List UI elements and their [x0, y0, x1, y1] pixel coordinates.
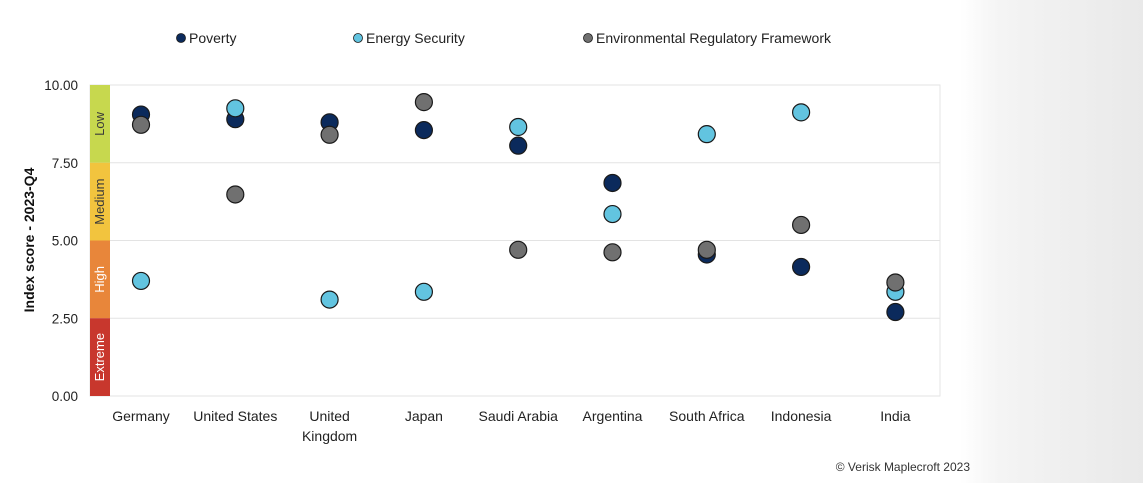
- risk-band-label: Low: [92, 111, 107, 135]
- risk-band-extreme: [90, 318, 110, 396]
- risk-band-label: High: [92, 266, 107, 293]
- x-category-label: United Kingdom: [302, 408, 357, 444]
- point-poverty: [603, 173, 622, 193]
- point-poverty: [791, 257, 811, 277]
- x-category-label: India: [880, 408, 911, 424]
- y-tick-label: 2.50: [52, 311, 78, 326]
- x-category-label: Saudi Arabia: [478, 408, 558, 424]
- point-energy-security: [320, 290, 339, 309]
- risk-band-medium: [90, 162, 110, 241]
- y-axis-ticks: 0.00 2.50 5.00 7.50 10.00: [44, 78, 78, 404]
- x-category-label: South Africa: [669, 408, 745, 424]
- x-axis-categories: Germany United States United Kingdom Japan Sa…: [112, 408, 911, 444]
- y-tick-label: 10.00: [44, 78, 78, 93]
- point-environmental-regulatory-framework: [603, 243, 622, 262]
- y-axis-title: Index score - 2023-Q4: [21, 167, 37, 312]
- source-credit: © Verisk Maplecroft 2023: [836, 460, 971, 474]
- risk-band-high: [90, 240, 110, 319]
- point-environmental-regulatory-framework: [320, 125, 339, 144]
- x-category-label: United States: [193, 408, 277, 424]
- legend-marker: [176, 33, 186, 43]
- legend-label: Poverty: [189, 30, 236, 46]
- x-category-label: Argentina: [583, 408, 643, 424]
- point-energy-security: [791, 103, 811, 122]
- point-energy-security: [509, 117, 528, 137]
- y-tick-label: 5.00: [52, 234, 78, 249]
- point-environmental-regulatory-framework: [697, 240, 716, 259]
- point-environmental-regulatory-framework: [226, 185, 245, 204]
- y-tick-label: 7.50: [52, 156, 78, 171]
- point-poverty: [509, 136, 528, 155]
- point-environmental-regulatory-framework: [131, 115, 151, 134]
- x-category-label: Indonesia: [771, 408, 832, 424]
- x-category-label: Germany: [112, 408, 170, 424]
- legend-label: Environmental Regulatory Framework: [596, 30, 832, 46]
- legend-marker: [583, 33, 593, 43]
- gridlines: [89, 84, 941, 397]
- point-poverty: [886, 302, 905, 322]
- risk-band-label: Extreme: [92, 333, 107, 381]
- x-category-label: Japan: [405, 408, 443, 424]
- data-points: [131, 93, 905, 322]
- point-energy-security: [414, 282, 433, 301]
- risk-band-strip: Low Medium High Extreme: [90, 85, 110, 396]
- point-environmental-regulatory-framework: [886, 273, 905, 292]
- point-poverty: [414, 120, 433, 140]
- legend: Poverty Energy Security Environmental Regu…: [176, 30, 832, 46]
- point-environmental-regulatory-framework: [414, 93, 433, 112]
- point-energy-security: [226, 99, 245, 118]
- risk-band-label: Medium: [92, 179, 107, 225]
- point-energy-security: [697, 125, 716, 144]
- point-environmental-regulatory-framework: [791, 215, 811, 235]
- point-energy-security: [603, 204, 622, 224]
- y-tick-label: 0.00: [52, 389, 78, 404]
- risk-band-low: [90, 85, 110, 163]
- point-energy-security: [131, 271, 151, 291]
- legend-marker: [353, 33, 363, 43]
- point-environmental-regulatory-framework: [509, 240, 528, 259]
- legend-label: Energy Security: [366, 30, 465, 46]
